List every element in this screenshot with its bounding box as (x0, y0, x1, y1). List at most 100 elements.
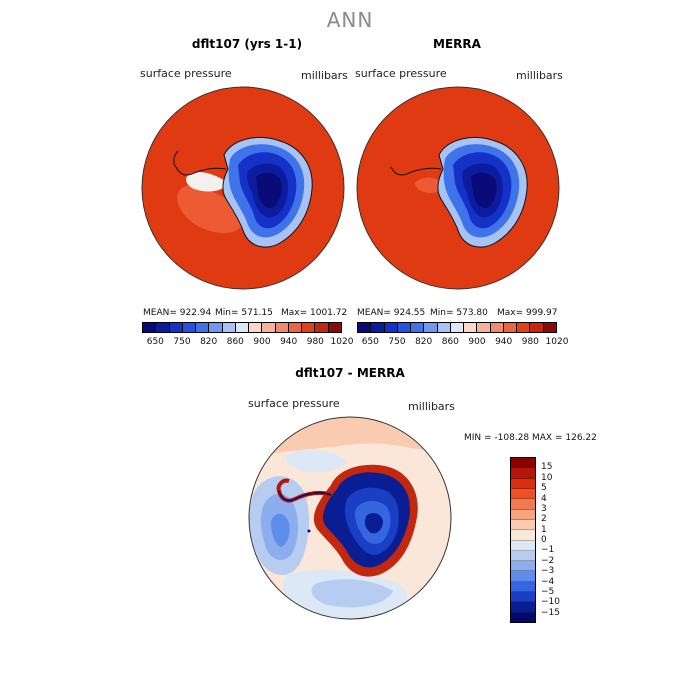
colorbar-tick-label: −2 (541, 555, 555, 566)
colorbar-swatch (517, 323, 531, 332)
colorbar-tick-label: 750 (388, 337, 406, 347)
colorbar-swatch (411, 323, 425, 332)
colorbar-tick-label: −5 (541, 586, 555, 597)
obs-polar-map (356, 86, 560, 290)
obs-mean-text: MEAN= 924.55 (357, 308, 426, 318)
colorbar-tick-label: 15 (541, 462, 553, 473)
obs-colorbar (357, 322, 557, 333)
obs-max-text: Max= 999.97 (497, 308, 558, 318)
colorbar-swatch (169, 323, 183, 332)
obs-panel-title: MERRA (433, 37, 481, 51)
colorbar-swatch (262, 323, 276, 332)
model-colorbar (142, 322, 342, 333)
colorbar-swatch (543, 323, 556, 332)
colorbar-swatch (328, 323, 341, 332)
obs-variable-label: surface pressure (355, 67, 447, 80)
diff-minmax-text: MIN = -108.28 MAX = 126.22 (464, 433, 597, 443)
colorbar-tick-label: 3 (541, 503, 547, 514)
figure-title: ANN (326, 8, 374, 32)
colorbar-swatch (288, 323, 303, 332)
colorbar-swatch (511, 612, 535, 622)
model-polar-map (141, 86, 345, 290)
diff-variable-label: surface pressure (248, 397, 340, 410)
colorbar-tick-label: 4 (541, 493, 547, 504)
model-panel-title: dflt107 (yrs 1-1) (191, 37, 303, 51)
diff-colorbar-ticks: 15 10 5 4 3 2 1 0 −1 −2 −3 −4 −5 −10 −15 (541, 457, 581, 623)
colorbar-swatch (156, 323, 170, 332)
colorbar-swatch (511, 592, 535, 603)
colorbar-swatch (424, 323, 438, 332)
colorbar-tick-label: 940 (495, 337, 513, 347)
colorbar-tick-label: 900 (468, 337, 486, 347)
colorbar-tick-label: 750 (173, 337, 191, 347)
colorbar-tick-label: 860 (226, 337, 244, 347)
colorbar-tick-label: 650 (146, 337, 164, 347)
diff-panel-title: dflt107 - MERRA (295, 366, 405, 380)
model-max-text: Max= 1001.72 (281, 308, 348, 318)
colorbar-tick-label: 10 (541, 472, 553, 483)
colorbar-swatch (209, 323, 223, 332)
colorbar-swatch (511, 550, 535, 562)
colorbar-swatch (143, 323, 157, 332)
colorbar-swatch (315, 323, 329, 332)
colorbar-swatch (371, 323, 385, 332)
colorbar-tick-label: 980 (521, 337, 539, 347)
colorbar-swatch (222, 323, 236, 332)
colorbar-tick-label: −3 (541, 566, 555, 577)
colorbar-swatch (397, 323, 412, 332)
colorbar-tick-label: −4 (541, 576, 555, 587)
colorbar-tick-label: 0 (541, 535, 547, 545)
colorbar-swatch (384, 323, 398, 332)
colorbar-swatch (511, 581, 535, 593)
diff-units-label: millibars (408, 400, 455, 413)
colorbar-swatch (464, 323, 478, 332)
colorbar-swatch (358, 323, 372, 332)
obs-colorbar-ticks: 650 750 820 860 900 940 980 1020 (357, 337, 569, 349)
colorbar-swatch (477, 323, 491, 332)
model-mean-text: MEAN= 922.94 (143, 308, 212, 318)
colorbar-tick-label: −1 (541, 545, 555, 556)
colorbar-tick-label: 820 (415, 337, 433, 347)
colorbar-swatch (511, 509, 535, 520)
colorbar-swatch (182, 323, 197, 332)
colorbar-swatch (249, 323, 263, 332)
colorbar-swatch (511, 499, 535, 510)
colorbar-swatch (235, 323, 250, 332)
colorbar-swatch (490, 323, 504, 332)
colorbar-tick-label: 650 (361, 337, 379, 347)
colorbar-tick-label: 940 (280, 337, 298, 347)
colorbar-swatch (503, 323, 518, 332)
colorbar-swatch (511, 519, 535, 531)
model-units-label: millibars (301, 69, 348, 82)
colorbar-swatch (511, 561, 535, 572)
colorbar-tick-label: 860 (441, 337, 459, 347)
colorbar-tick-label: 900 (253, 337, 271, 347)
colorbar-swatch (450, 323, 465, 332)
model-colorbar-ticks: 650 750 820 860 900 940 980 1020 (142, 337, 354, 349)
colorbar-tick-label: 1 (541, 524, 547, 535)
diff-colorbar (510, 457, 536, 623)
colorbar-swatch (437, 323, 451, 332)
colorbar-swatch (302, 323, 316, 332)
colorbar-swatch (511, 540, 535, 551)
colorbar-tick-label: 2 (541, 514, 547, 525)
colorbar-tick-label: 980 (306, 337, 324, 347)
obs-min-text: Min= 573.80 (430, 308, 488, 318)
colorbar-tick-label: −10 (541, 597, 560, 608)
colorbar-swatch (530, 323, 544, 332)
colorbar-tick-label: −15 (541, 607, 560, 618)
colorbar-tick-label: 820 (200, 337, 218, 347)
colorbar-swatch (511, 602, 535, 613)
colorbar-tick-label: 1020 (330, 337, 354, 347)
colorbar-tick-label: 1020 (545, 337, 569, 347)
colorbar-tick-label: 5 (541, 483, 547, 494)
colorbar-swatch (511, 478, 535, 489)
colorbar-swatch (511, 571, 535, 582)
colorbar-swatch (511, 468, 535, 479)
colorbar-swatch (511, 530, 535, 541)
colorbar-swatch (511, 488, 535, 500)
model-variable-label: surface pressure (140, 67, 232, 80)
colorbar-swatch (275, 323, 289, 332)
colorbar-swatch (196, 323, 210, 332)
diff-polar-map (248, 416, 452, 620)
